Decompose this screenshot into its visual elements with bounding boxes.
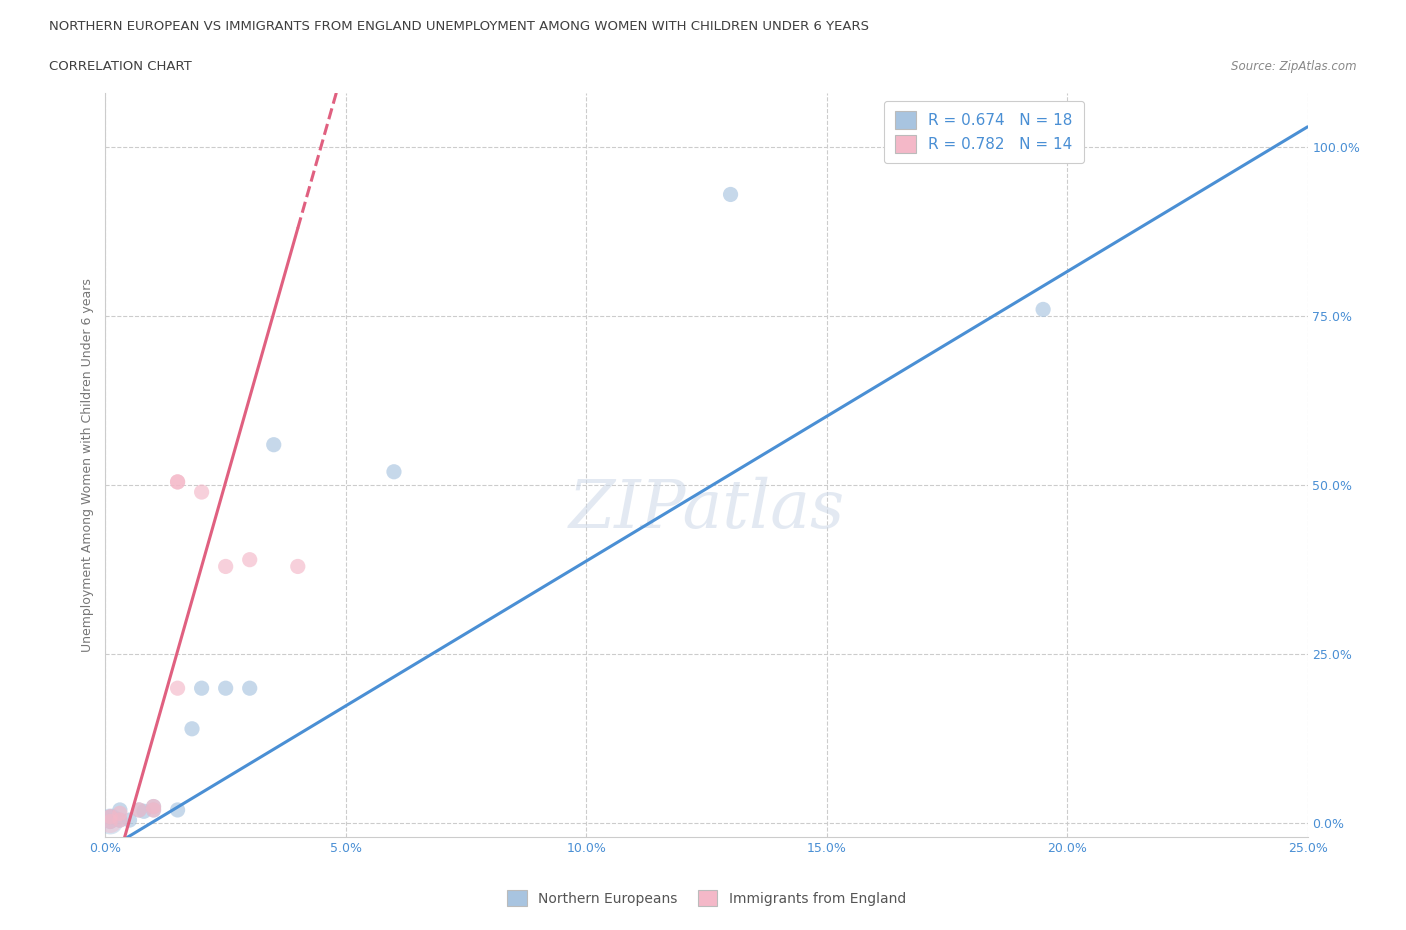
Point [382, 464, 405, 479]
Y-axis label: Unemployment Among Women with Children Under 6 years: Unemployment Among Women with Children U… [82, 278, 94, 652]
Point [108, 813, 131, 828]
Point [108, 813, 131, 828]
Point [98, 814, 121, 829]
Point [166, 474, 188, 489]
Text: Source: ZipAtlas.com: Source: ZipAtlas.com [1232, 60, 1357, 73]
Point [214, 559, 236, 574]
Point [108, 803, 131, 817]
Point [166, 474, 188, 489]
Text: CORRELATION CHART: CORRELATION CHART [49, 60, 193, 73]
Point [142, 799, 165, 814]
Point [98, 814, 121, 829]
Point [128, 803, 150, 817]
Point [98, 814, 121, 829]
Point [190, 485, 212, 499]
Point [98, 809, 121, 824]
Point [239, 681, 262, 696]
Point [108, 806, 131, 821]
Point [1032, 302, 1054, 317]
Legend: Northern Europeans, Immigrants from England: Northern Europeans, Immigrants from Engl… [502, 884, 911, 912]
Point [142, 803, 165, 817]
Point [118, 813, 141, 828]
Point [132, 804, 155, 818]
Text: ZIPatlas: ZIPatlas [568, 477, 845, 542]
Point [98, 814, 121, 829]
Point [287, 559, 309, 574]
Point [720, 187, 742, 202]
Point [166, 803, 188, 817]
Point [142, 803, 165, 817]
Point [142, 799, 165, 814]
Point [263, 437, 285, 452]
Point [239, 552, 262, 567]
Point [98, 809, 121, 824]
Point [166, 681, 188, 696]
Point [214, 681, 236, 696]
Point [181, 722, 204, 737]
Point [128, 803, 150, 817]
Text: NORTHERN EUROPEAN VS IMMIGRANTS FROM ENGLAND UNEMPLOYMENT AMONG WOMEN WITH CHILD: NORTHERN EUROPEAN VS IMMIGRANTS FROM ENG… [49, 20, 869, 33]
Point [190, 681, 212, 696]
